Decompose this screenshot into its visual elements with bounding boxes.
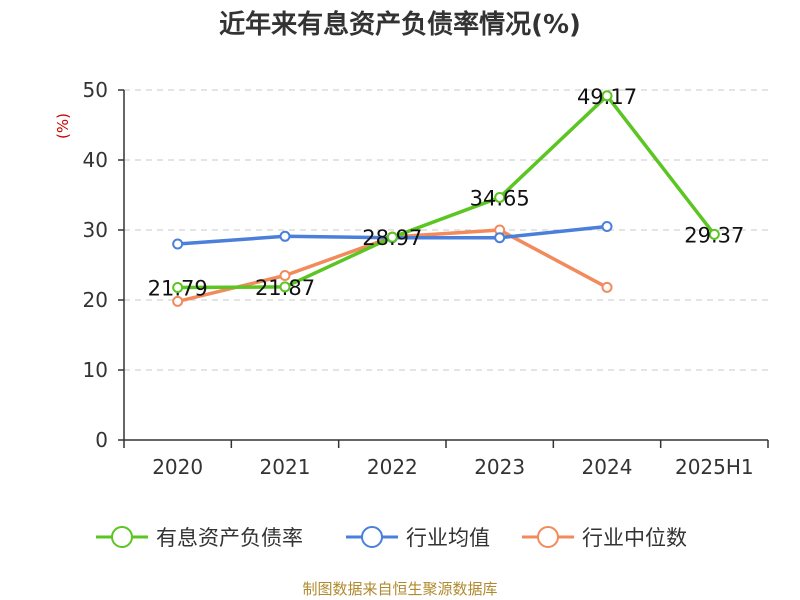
y-tick-label: 50 bbox=[83, 78, 108, 102]
chart-title: 近年来有息资产负债率情况(%) bbox=[219, 9, 581, 40]
y-ticks: 0 10 20 30 40 50 bbox=[83, 78, 108, 452]
y-tick-label: 0 bbox=[95, 428, 108, 452]
data-point bbox=[279, 270, 291, 281]
legend-marker bbox=[537, 526, 559, 548]
y-tick-label: 20 bbox=[83, 288, 108, 312]
data-label: 34.65 bbox=[470, 186, 530, 210]
data-label: 21.87 bbox=[255, 276, 315, 300]
data-point bbox=[601, 281, 613, 293]
data-point bbox=[279, 281, 291, 293]
series-line bbox=[177, 94, 716, 290]
data-point bbox=[386, 231, 398, 243]
data-point bbox=[172, 295, 184, 307]
y-tick-label: 40 bbox=[83, 148, 108, 172]
x-ticks: 2020 2021 2022 2023 2024 2025H1 bbox=[152, 455, 753, 479]
legend-label: 有息资产负债率 bbox=[156, 526, 303, 550]
data-point bbox=[708, 228, 720, 240]
legend-label: 行业中位数 bbox=[582, 526, 687, 550]
data-point bbox=[601, 221, 613, 232]
axes bbox=[118, 89, 769, 448]
x-tick-label: 2021 bbox=[260, 455, 311, 479]
data-point bbox=[494, 232, 506, 244]
x-tick-label: 2023 bbox=[474, 455, 525, 479]
legend-marker bbox=[361, 526, 383, 548]
x-tick-label: 2020 bbox=[152, 455, 203, 479]
gridlines bbox=[124, 89, 768, 371]
x-tick-label: 2022 bbox=[367, 455, 418, 479]
data-label: 21.79 bbox=[148, 276, 208, 300]
data-label: 29.37 bbox=[684, 223, 744, 247]
data-point bbox=[172, 281, 184, 293]
series-group bbox=[172, 90, 720, 307]
data-point bbox=[494, 191, 506, 203]
series-1 bbox=[172, 90, 720, 293]
data-label: 28.97 bbox=[362, 226, 422, 250]
data-point bbox=[172, 238, 184, 250]
x-tick-label: 2024 bbox=[582, 455, 633, 479]
legend-label: 行业均值 bbox=[406, 526, 490, 550]
data-point bbox=[601, 90, 613, 102]
legend-item: 行业中位数 bbox=[522, 526, 687, 550]
x-tick-label: 2025H1 bbox=[675, 455, 754, 479]
data-labels: 21.79 21.87 28.97 34.65 49.17 29.37 bbox=[148, 85, 745, 301]
y-tick-label: 30 bbox=[83, 218, 108, 242]
legend-item: 有息资产负债率 bbox=[96, 526, 303, 550]
data-label: 49.17 bbox=[577, 85, 637, 109]
source-note: 制图数据来自恒生聚源数据库 bbox=[302, 580, 497, 598]
legend: 有息资产负债率 行业均值 行业中位数 bbox=[96, 526, 687, 550]
legend-marker bbox=[111, 526, 133, 548]
y-axis-label: (%) bbox=[54, 113, 72, 139]
legend-item: 行业均值 bbox=[346, 526, 490, 550]
data-point bbox=[279, 230, 291, 242]
y-tick-label: 10 bbox=[83, 358, 108, 382]
